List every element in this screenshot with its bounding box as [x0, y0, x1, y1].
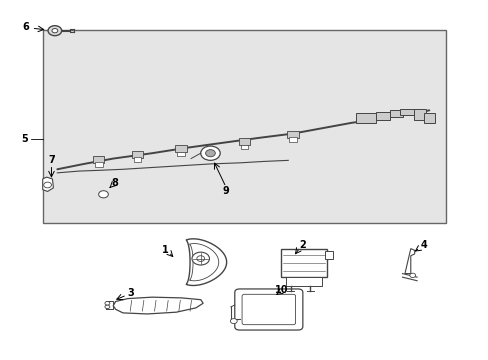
- Text: 1: 1: [162, 245, 168, 255]
- Polygon shape: [189, 243, 218, 281]
- FancyBboxPatch shape: [242, 294, 295, 325]
- Circle shape: [197, 256, 204, 261]
- Circle shape: [192, 252, 209, 265]
- Bar: [285, 277, 322, 286]
- Circle shape: [205, 150, 215, 157]
- Text: 7: 7: [48, 156, 55, 165]
- Bar: [93, 156, 104, 163]
- Bar: [375, 112, 389, 120]
- Text: 4: 4: [420, 240, 427, 250]
- Circle shape: [105, 305, 110, 309]
- Bar: [356, 113, 375, 123]
- Bar: [42, 30, 446, 223]
- Bar: [389, 111, 402, 117]
- Bar: [413, 109, 425, 120]
- Polygon shape: [186, 239, 226, 285]
- Text: 9: 9: [222, 186, 229, 197]
- Text: 6: 6: [22, 22, 29, 32]
- Circle shape: [52, 28, 58, 33]
- Bar: [175, 145, 187, 152]
- Bar: [288, 138, 296, 142]
- Bar: [281, 249, 326, 277]
- Text: 8: 8: [111, 177, 118, 188]
- Polygon shape: [404, 249, 414, 274]
- Bar: [133, 157, 141, 162]
- Bar: [287, 131, 298, 138]
- Bar: [238, 138, 250, 145]
- Bar: [240, 145, 248, 149]
- Circle shape: [409, 273, 415, 278]
- Text: 10: 10: [274, 285, 287, 295]
- Polygon shape: [42, 177, 53, 192]
- Polygon shape: [113, 297, 203, 314]
- Circle shape: [105, 301, 110, 305]
- Text: 3: 3: [127, 288, 134, 298]
- Circle shape: [230, 319, 237, 324]
- Bar: [424, 113, 434, 123]
- Circle shape: [48, 26, 61, 36]
- Circle shape: [43, 182, 51, 188]
- Bar: [399, 109, 414, 115]
- Bar: [177, 152, 185, 157]
- Circle shape: [201, 146, 220, 160]
- Bar: [95, 162, 102, 167]
- Text: 5: 5: [21, 134, 28, 144]
- Bar: [324, 251, 333, 259]
- FancyBboxPatch shape: [234, 289, 302, 330]
- Text: 2: 2: [299, 240, 305, 250]
- Circle shape: [99, 191, 108, 198]
- Bar: [131, 151, 143, 158]
